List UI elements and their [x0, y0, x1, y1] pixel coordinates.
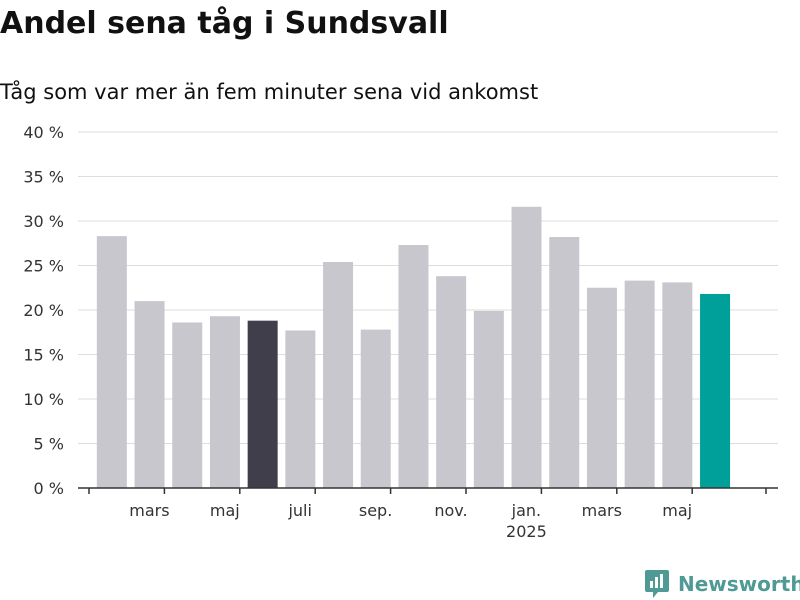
x-tick-label: jan. — [511, 501, 541, 520]
y-tick-label: 40 % — [23, 123, 64, 142]
bar-chart: 0 %5 %10 %15 %20 %25 %30 %35 %40 % mars m… — [23, 123, 778, 541]
bar — [285, 330, 316, 488]
bar — [436, 276, 467, 488]
bar — [209, 316, 240, 488]
bar — [662, 282, 693, 488]
x-axis — [78, 487, 778, 494]
y-tick-label: 0 % — [34, 479, 64, 498]
bar — [134, 301, 165, 488]
bar — [398, 245, 429, 488]
x-tick-label: sep. — [359, 501, 392, 520]
bar — [323, 261, 354, 488]
chart-subtitle: Tåg som var mer än fem minuter sena vid … — [0, 80, 539, 104]
x-tick-label: mars — [129, 501, 169, 520]
x-tick-sublabel: 2025 — [506, 522, 547, 541]
bar — [473, 310, 504, 488]
y-tick-label: 10 % — [23, 390, 64, 409]
bars — [96, 206, 731, 488]
bar — [360, 329, 391, 488]
bar — [586, 287, 617, 488]
y-tick-label: 20 % — [23, 301, 64, 320]
newsworthy-logo-icon — [645, 570, 669, 598]
y-tick-label: 30 % — [23, 212, 64, 231]
y-tick-label: 25 % — [23, 257, 64, 276]
brand: Newsworthy — [644, 568, 800, 600]
x-tick-label: maj — [662, 501, 692, 520]
bar — [511, 206, 542, 488]
bar — [172, 322, 203, 488]
x-tick-label: juli — [287, 501, 311, 520]
bar — [247, 320, 278, 488]
bar — [549, 237, 580, 488]
y-axis-labels: 0 % 5 % 10 % 15 % 20 % 25 % 30 % 35 % 40 % — [23, 123, 64, 498]
x-tick-label: mars — [582, 501, 622, 520]
y-tick-label: 15 % — [23, 346, 64, 365]
x-axis-labels: mars maj juli sep. nov. jan. 2025 mars maj — [129, 501, 692, 541]
chart-title: Andel sena tåg i Sundsvall — [0, 6, 449, 41]
bar — [624, 280, 655, 488]
brand-name: Newsworthy — [678, 572, 800, 596]
x-tick-label: nov. — [434, 501, 467, 520]
bar — [96, 236, 127, 488]
x-tick-label: maj — [210, 501, 240, 520]
y-tick-label: 35 % — [23, 168, 64, 187]
y-tick-label: 5 % — [34, 435, 64, 454]
bar — [700, 293, 731, 488]
